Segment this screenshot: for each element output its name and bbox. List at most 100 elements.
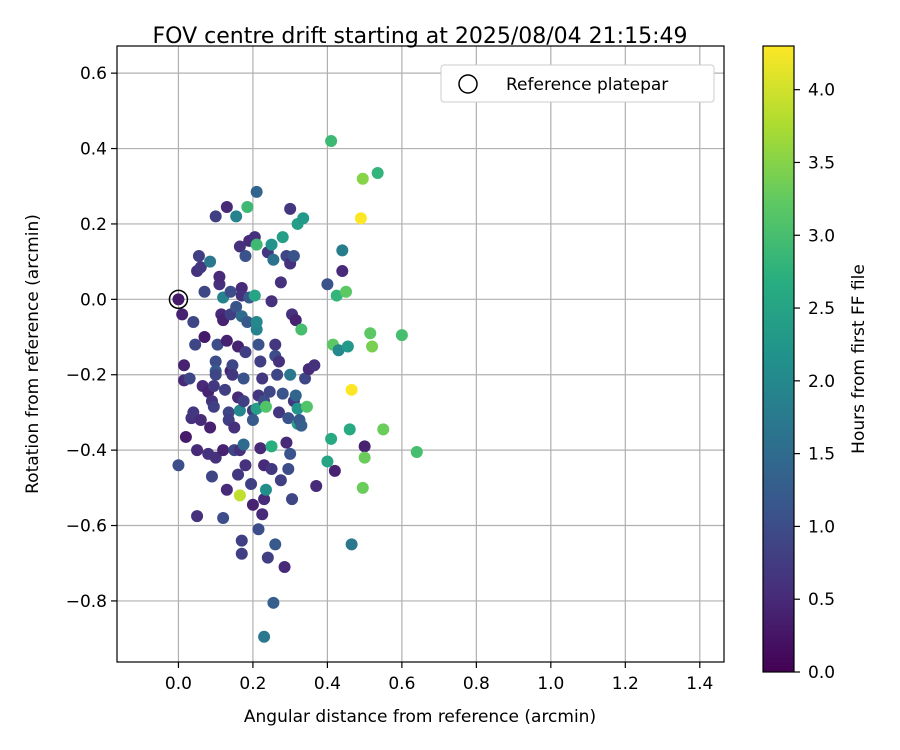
scatter-point: [258, 630, 271, 643]
scatter-point: [191, 444, 204, 457]
colorbar-tick-label: 3.0: [808, 226, 835, 246]
reference-platepar-marker: [168, 289, 189, 310]
scatter-point: [258, 493, 271, 506]
legend: Reference platepar: [440, 64, 715, 103]
scatter-point: [269, 338, 282, 351]
scatter-point: [209, 355, 222, 368]
scatter-point: [308, 359, 321, 372]
scatter-point: [250, 185, 263, 198]
scatter-point: [226, 368, 239, 381]
scatter-point: [336, 265, 349, 278]
scatter-point: [358, 440, 371, 453]
scatter-point: [280, 436, 293, 449]
scatter-point: [209, 210, 222, 223]
scatter-point: [232, 468, 245, 481]
scatter-point: [289, 314, 302, 327]
scatter-point: [289, 389, 302, 402]
y-tick-label: 0.2: [80, 215, 107, 235]
scatter-point: [263, 385, 276, 398]
scatter-point: [336, 244, 349, 257]
scatter-point: [252, 338, 265, 351]
scatter-point: [364, 327, 377, 340]
scatter-point: [198, 331, 211, 344]
scatter-point: [191, 510, 204, 523]
scatter-point: [209, 451, 222, 464]
scatter-point: [354, 212, 367, 225]
scatter-point: [356, 172, 369, 185]
scatter-point: [295, 419, 308, 432]
scatter-point: [259, 400, 272, 413]
scatter-point: [194, 413, 207, 426]
scatter-point: [265, 295, 278, 308]
scatter-point: [377, 423, 390, 436]
scatter-point: [204, 421, 217, 434]
scatter-point: [265, 462, 278, 475]
scatter-point: [207, 400, 220, 413]
scatter-point: [178, 359, 191, 372]
scatter-point: [189, 338, 202, 351]
scatter-point: [230, 210, 243, 223]
scatter-point: [230, 300, 243, 313]
y-tick-label: −0.8: [66, 592, 107, 612]
scatter-point: [228, 421, 241, 434]
scatter-point: [254, 442, 267, 455]
x-axis-label: Angular distance from reference (arcmin): [244, 707, 596, 727]
colorbar-tick-label: 0.5: [808, 590, 835, 610]
chart-title: FOV centre drift starting at 2025/08/04 …: [153, 24, 688, 49]
scatter-point: [176, 308, 189, 321]
colorbar-tick-label: 1.0: [808, 517, 835, 537]
scatter-point: [267, 253, 280, 266]
scatter-point: [204, 255, 217, 268]
scatter-point: [209, 368, 222, 381]
scatter-point: [246, 498, 259, 511]
scatter-point: [179, 430, 192, 443]
scatter-point: [271, 368, 284, 381]
scatter-point: [410, 446, 423, 459]
scatter-point: [246, 413, 259, 426]
scatter-point: [233, 404, 246, 417]
y-tick-label: 0.6: [80, 64, 107, 84]
x-tick-label: 0.2: [239, 674, 266, 694]
scatter-point: [237, 438, 250, 451]
y-tick-label: 0.0: [80, 290, 107, 310]
scatter-point: [295, 323, 308, 336]
y-tick-label: −0.6: [66, 517, 107, 537]
scatter-point: [282, 462, 295, 475]
scatter-point: [332, 344, 345, 357]
scatter-point: [226, 359, 239, 372]
x-tick-label: 1.2: [612, 674, 639, 694]
colorbar-tick-label: 2.5: [808, 299, 835, 319]
colorbar-tick-label: 2.0: [808, 372, 835, 392]
scatter-point: [287, 249, 300, 262]
scatter-point: [328, 464, 341, 477]
scatter-point: [267, 596, 280, 609]
scatter-point: [278, 560, 291, 573]
scatter-point: [299, 372, 312, 385]
scatter-point: [172, 293, 185, 306]
scatter-point: [248, 289, 261, 302]
y-axis-ticks: −0.8 −0.6 −0.4 −0.2 0.0 0.2 0.4 0.6: [66, 64, 117, 612]
scatter-point: [172, 459, 185, 472]
scatter-point: [325, 135, 338, 148]
colorbar: [762, 45, 795, 673]
scatter-point: [218, 383, 231, 396]
plot-frame: [116, 45, 725, 663]
scatter-point: [192, 249, 205, 262]
scatter-point: [187, 315, 200, 328]
scatter-point: [250, 402, 263, 415]
scatter-point: [321, 278, 334, 291]
scatter-point: [282, 412, 295, 425]
scatter-point: [291, 402, 304, 415]
scatter-point: [284, 447, 297, 460]
scatter-point: [198, 285, 211, 298]
scatter-point: [274, 474, 287, 487]
scatter-point: [272, 406, 285, 419]
scatter-point: [330, 289, 343, 302]
y-tick-label: 0.4: [80, 140, 107, 160]
scatter-point: [269, 538, 282, 551]
legend-reference-marker: [458, 74, 478, 94]
colorbar-tick-label: 4.0: [808, 81, 835, 101]
scatter-point: [241, 315, 254, 328]
scatter-point: [358, 451, 371, 464]
